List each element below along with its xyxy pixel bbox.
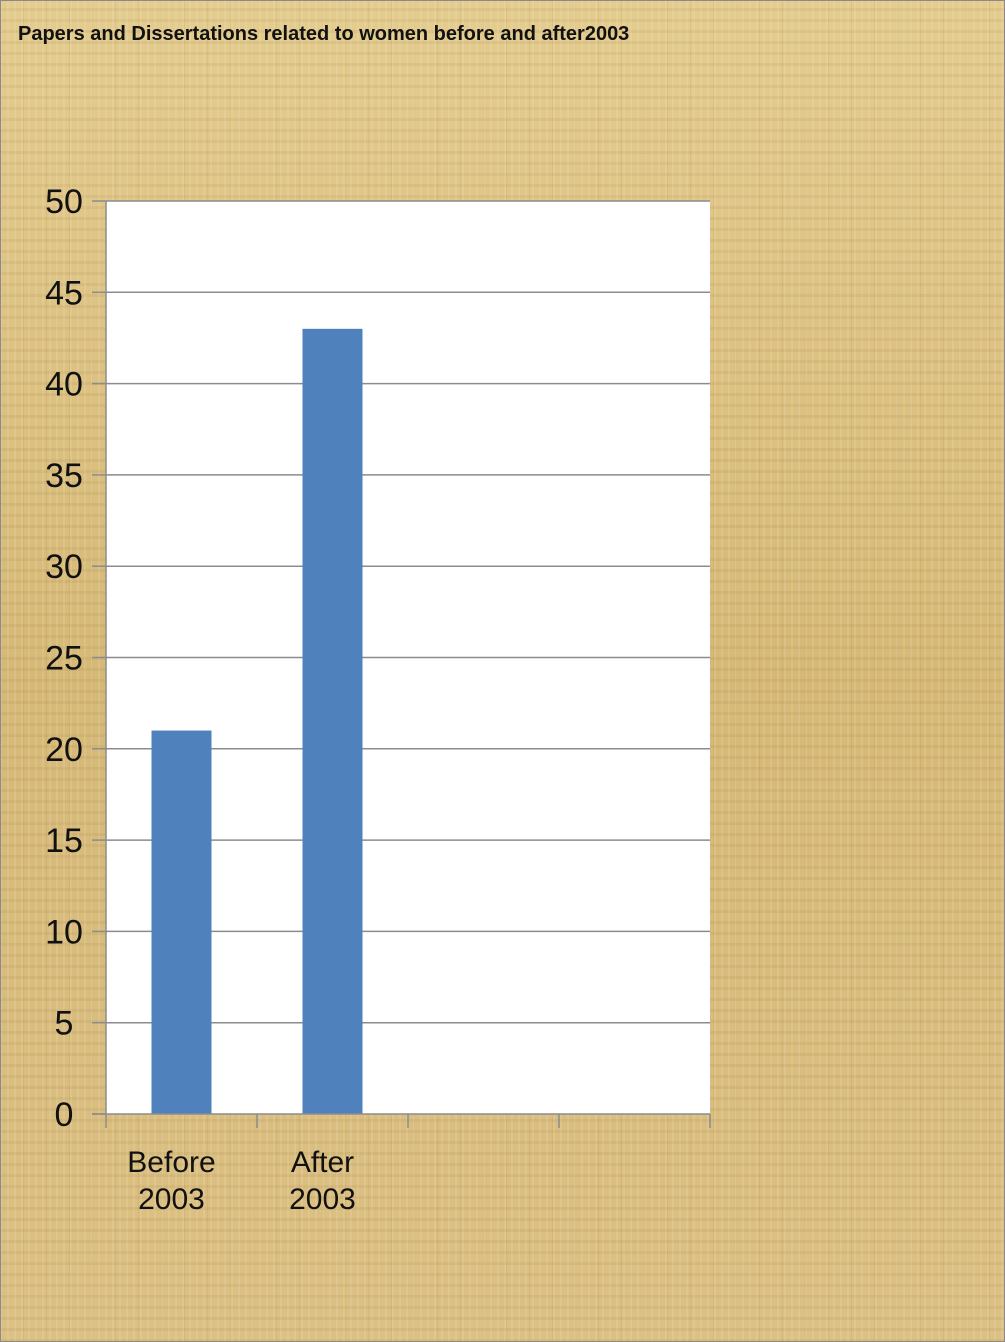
axes [92, 201, 711, 1128]
bar-0 [151, 730, 212, 1114]
y-tick-label-15: 15 [45, 822, 83, 860]
y-tick-label-25: 25 [45, 640, 83, 678]
x-category-labels: Before 2003 After 2003 [127, 1146, 356, 1216]
bars [151, 328, 363, 1114]
chart-title: Papers and Dissertations related to wome… [18, 23, 630, 45]
y-tick-label-5: 5 [55, 1005, 74, 1043]
y-tick-label-45: 45 [45, 274, 83, 312]
y-tick-label-40: 40 [45, 366, 83, 404]
y-tick-label-30: 30 [45, 548, 83, 586]
y-tick-label-20: 20 [45, 731, 83, 769]
bar-1 [302, 328, 363, 1114]
y-tick-label-10: 10 [45, 913, 83, 951]
y-tick-label-50: 50 [45, 183, 83, 221]
x-category-label-1: After 2003 [289, 1146, 356, 1216]
x-category-label-0: Before 2003 [127, 1146, 215, 1216]
y-tick-label-35: 35 [45, 457, 83, 495]
y-tick-labels: 0 5 10 15 20 25 30 35 40 45 50 [45, 183, 83, 1134]
y-tick-label-0: 0 [55, 1096, 74, 1134]
